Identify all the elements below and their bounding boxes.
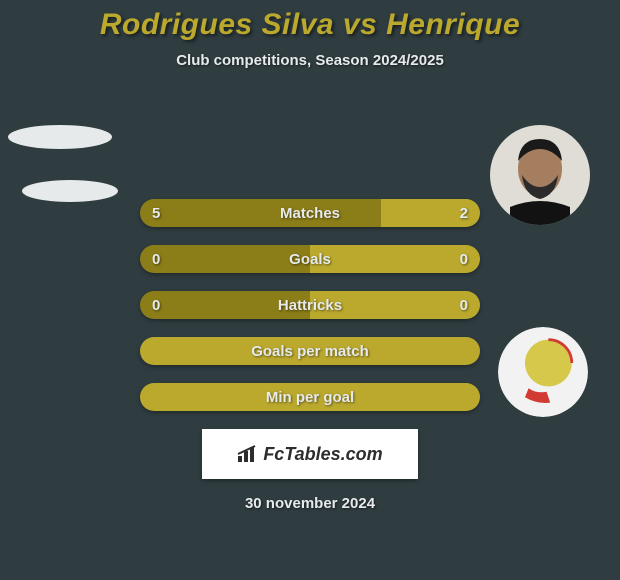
brand-text: FcTables.com xyxy=(263,444,382,465)
player-avatar-right xyxy=(490,125,590,225)
stat-row-hattricks: 00Hattricks xyxy=(140,291,480,319)
left-ellipse-2 xyxy=(22,180,118,202)
left-ellipse-1 xyxy=(8,125,112,149)
stat-row-matches: 52Matches xyxy=(140,199,480,227)
stat-row-goals: 00Goals xyxy=(140,245,480,273)
stat-row-min-per-goal: Min per goal xyxy=(140,383,480,411)
brand: FcTables.com xyxy=(237,444,382,465)
stat-label: Goals per match xyxy=(140,337,480,365)
club-logo-graphic xyxy=(498,327,588,417)
date-label: 30 november 2024 xyxy=(0,495,620,512)
stat-label: Goals xyxy=(140,245,480,273)
avatar-portrait xyxy=(490,125,590,225)
stat-row-goals-per-match: Goals per match xyxy=(140,337,480,365)
page-title: Rodrigues Silva vs Henrique xyxy=(0,0,620,42)
club-logo-right xyxy=(498,327,588,417)
stat-label: Hattricks xyxy=(140,291,480,319)
stat-label: Min per goal xyxy=(140,383,480,411)
brand-bars-icon xyxy=(237,445,259,463)
stat-label: Matches xyxy=(140,199,480,227)
brand-box: FcTables.com xyxy=(202,429,418,479)
subtitle: Club competitions, Season 2024/2025 xyxy=(0,52,620,69)
comparison-bars: 52Matches 00Goals 00Hattricks Goals per mat… xyxy=(140,199,480,411)
